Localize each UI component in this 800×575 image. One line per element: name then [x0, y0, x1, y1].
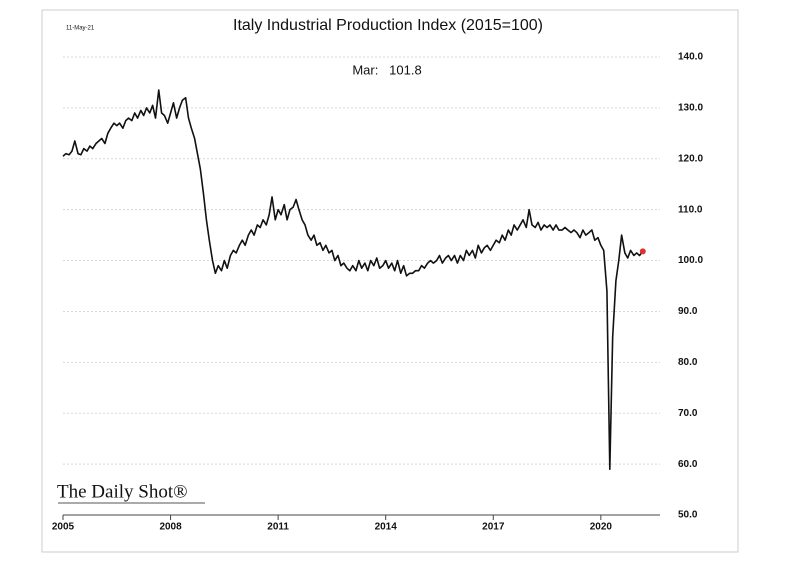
- frame: [41, 9, 739, 553]
- logo: The Daily Shot®: [57, 481, 188, 502]
- y-tick-label: 80.0: [678, 357, 698, 368]
- x-tick-label: 2017: [482, 522, 505, 533]
- x-tick-label: 2011: [267, 522, 289, 533]
- y-tick-label: 120.0: [678, 153, 703, 164]
- date-label: 11-May-21: [66, 26, 95, 32]
- x-tick-label: 2005: [52, 522, 75, 533]
- y-tick-label: 60.0: [678, 459, 698, 470]
- y-tick-label: 140.0: [678, 52, 703, 63]
- y-tick-label: 130.0: [678, 103, 703, 114]
- y-tick-label: 90.0: [678, 306, 698, 317]
- last-point-marker: [639, 248, 646, 255]
- y-tick-label: 70.0: [678, 408, 698, 419]
- x-tick-label: 2020: [590, 522, 613, 533]
- annotation: Mar: 101.8: [352, 62, 421, 77]
- x-tick-label: 2008: [159, 522, 182, 533]
- y-tick-label: 50.0: [678, 510, 698, 521]
- line: [62, 89, 644, 470]
- y-tick-label: 100.0: [678, 255, 703, 266]
- x-tick-label: 2014: [375, 522, 398, 533]
- y-tick-label: 110.0: [678, 204, 703, 215]
- chart-title: Italy Industrial Production Index (2015=…: [233, 17, 543, 34]
